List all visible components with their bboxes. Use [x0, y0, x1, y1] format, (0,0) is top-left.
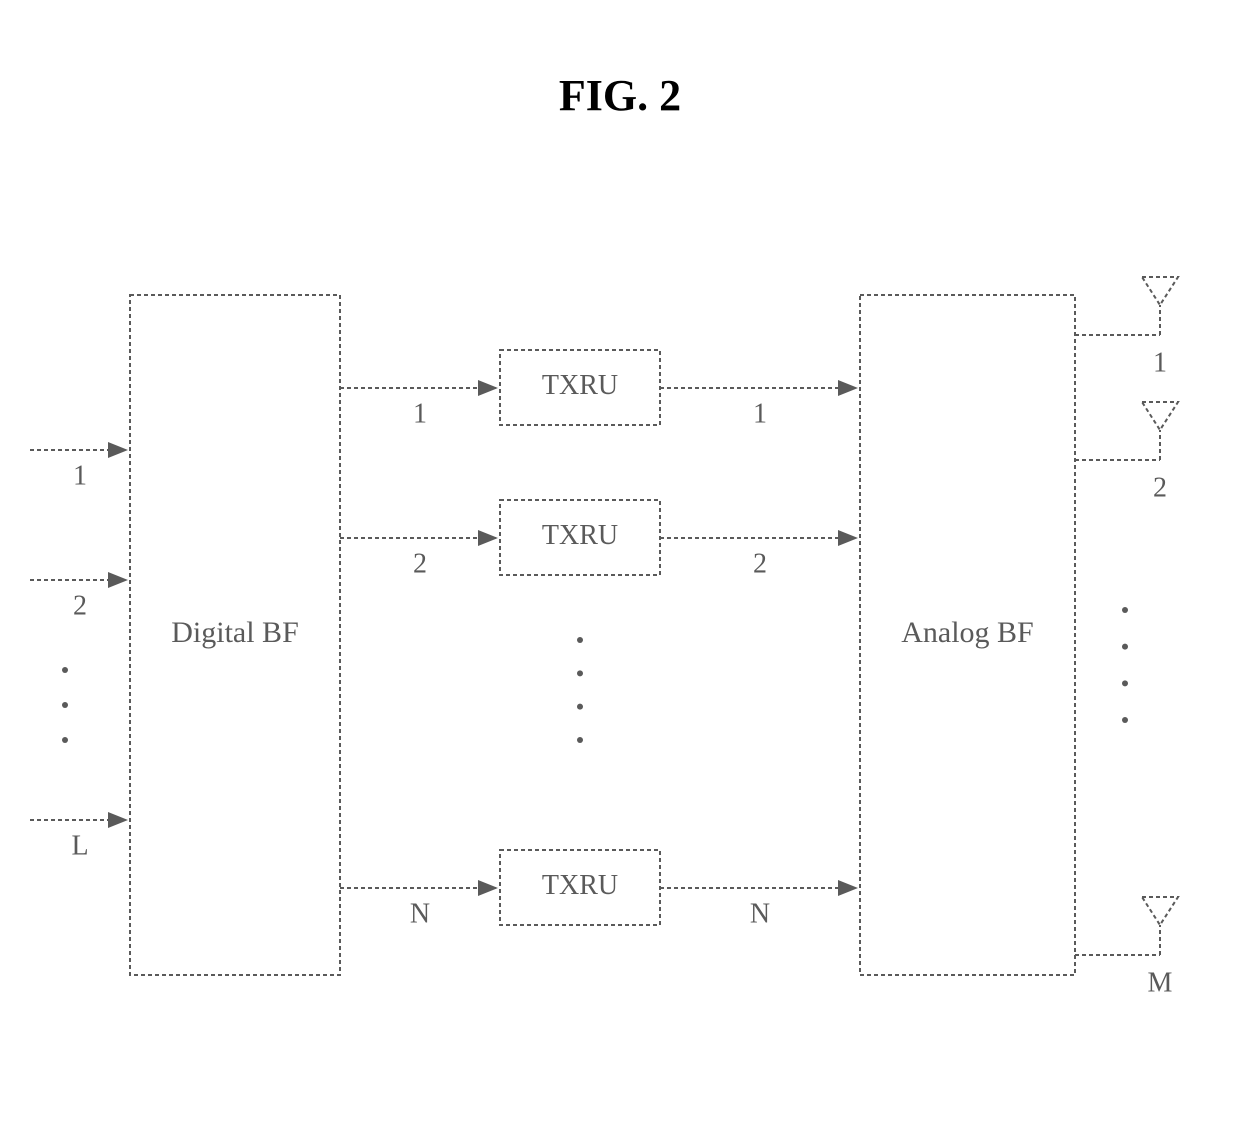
svg-text:TXRU: TXRU [542, 520, 618, 551]
svg-text:M: M [1148, 967, 1173, 998]
figure-title: FIG. 2 [520, 70, 720, 121]
diagram-svg: Digital BF Analog BF TXRU TXRU TXRU 1 2 L 1 2 N 1 2 N… [0, 0, 1240, 1125]
svg-text:N: N [410, 898, 430, 929]
svg-text:TXRU: TXRU [542, 870, 618, 901]
svg-text:Digital BF: Digital BF [171, 616, 299, 649]
svg-text:2: 2 [413, 548, 427, 579]
svg-text:2: 2 [73, 590, 87, 621]
svg-text:2: 2 [753, 548, 767, 579]
diagram-container: Digital BF Analog BF TXRU TXRU TXRU 1 2 L 1 2 N 1 2 N… [0, 0, 1240, 1125]
svg-text:1: 1 [1153, 347, 1167, 378]
svg-text:2: 2 [1153, 472, 1167, 503]
svg-text:Analog BF: Analog BF [901, 616, 1034, 649]
svg-text:1: 1 [753, 398, 767, 429]
svg-text:N: N [750, 898, 770, 929]
svg-text:TXRU: TXRU [542, 370, 618, 401]
svg-text:1: 1 [413, 398, 427, 429]
svg-text:1: 1 [73, 460, 87, 491]
svg-text:L: L [71, 830, 88, 861]
